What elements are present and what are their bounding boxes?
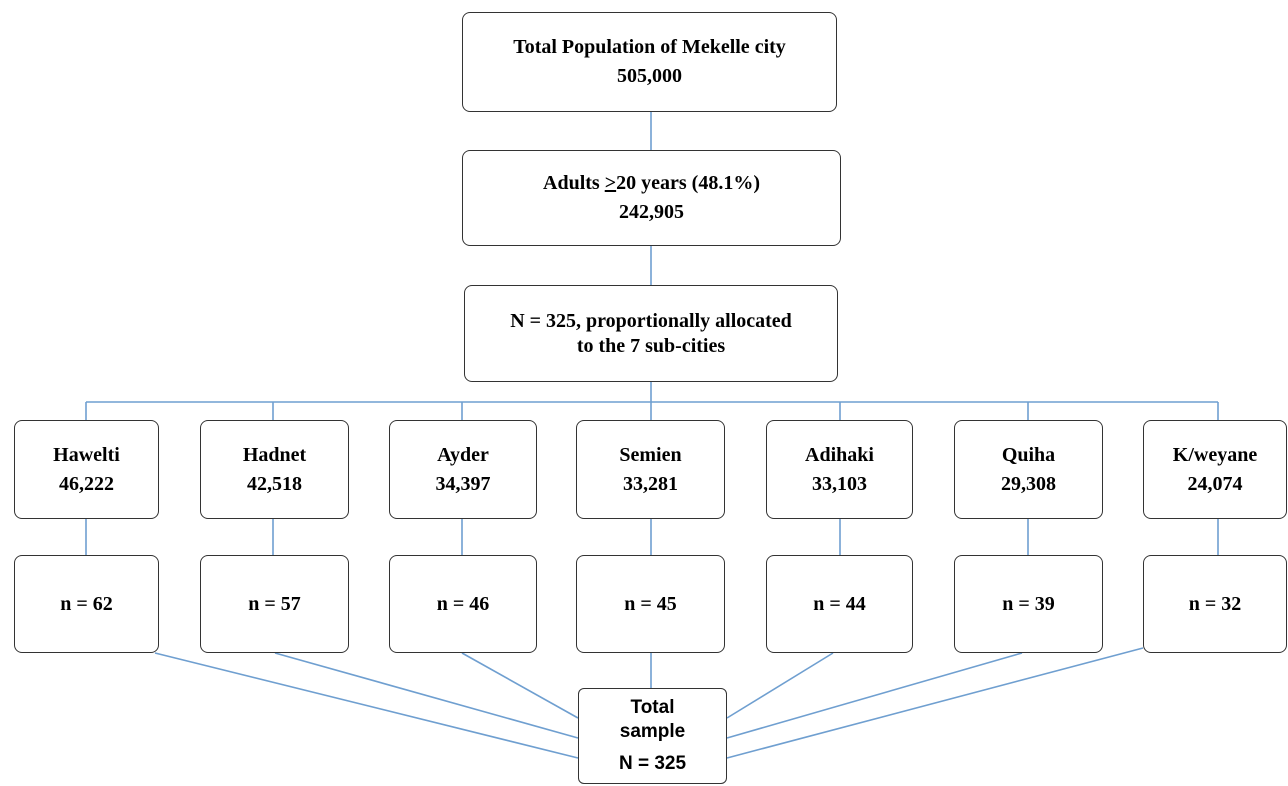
subcity-box-adihaki: Adihaki 33,103 [766,420,913,519]
subcity-name: Quiha [1001,443,1056,466]
sample-size: n = 57 [248,592,301,615]
subcity-population: 34,397 [435,472,491,495]
total-sample-value: N = 325 [618,752,687,774]
subcity-population: 29,308 [1001,472,1056,495]
total-population-box: Total Population of Mekelle city 505,000 [462,12,837,112]
total-sample-line-1: Total [630,697,675,719]
subcity-population: 24,074 [1187,472,1243,495]
sample-size: n = 32 [1188,592,1242,615]
subcity-population: 33,103 [812,472,867,495]
subcity-box-semien: Semien 33,281 [576,420,725,519]
allocation-line-1: N = 325, proportionally allocated [510,309,792,332]
subcity-box-hadnet: Hadnet 42,518 [200,420,349,519]
sample-size: n = 45 [624,592,677,615]
subcity-name: Hadnet [242,443,307,466]
connector-adihaki-total [726,652,834,719]
subcity-box-kweyane: K/weyane 24,074 [1143,420,1287,519]
connector-quiha-total [726,652,1023,739]
sample-size: n = 46 [436,592,490,615]
subcity-box-ayder: Ayder 34,397 [389,420,537,519]
connector-hawelti-total [154,652,579,759]
subcity-population: 42,518 [247,472,302,495]
sample-box-quiha: n = 39 [954,555,1103,653]
sample-box-adihaki: n = 44 [766,555,913,653]
sample-box-hadnet: n = 57 [200,555,349,653]
adults-value: 242,905 [619,201,684,223]
sample-box-hawelti: n = 62 [14,555,159,653]
total-population-value: 505,000 [617,65,682,87]
subcity-box-hawelti: Hawelti 46,222 [14,420,159,519]
greater-equal-symbol: > [604,172,617,194]
sample-size: n = 44 [813,592,866,615]
subcity-population: 46,222 [59,472,114,495]
subcity-name: Hawelti [53,443,120,466]
subcity-population: 33,281 [623,472,678,495]
subcity-name: Semien [619,443,682,466]
connector-kweyane-total [726,647,1144,759]
sample-box-kweyane: n = 32 [1143,555,1287,653]
sample-box-semien: n = 45 [576,555,725,653]
sample-box-ayder: n = 46 [389,555,537,653]
sample-size: n = 39 [1002,592,1055,615]
adults-title: Adults >20 years (48.1%) [543,172,760,194]
allocation-line-2: to the 7 sub-cities [576,334,726,357]
subcity-name: Adihaki [805,443,874,466]
total-sample-line-2: sample [619,721,686,743]
adults-box: Adults >20 years (48.1%) 242,905 [462,150,841,246]
connector-ayder-total [461,652,579,719]
sample-size: n = 62 [60,592,113,615]
subcity-name: K/weyane [1172,443,1258,466]
connector-hadnet-total [274,652,579,739]
subcity-box-quiha: Quiha 29,308 [954,420,1103,519]
allocation-box: N = 325, proportionally allocated to the… [464,285,838,382]
subcity-name: Ayder [437,443,489,466]
total-population-title: Total Population of Mekelle city [513,36,786,58]
total-sample-box: Total sample N = 325 [578,688,727,784]
